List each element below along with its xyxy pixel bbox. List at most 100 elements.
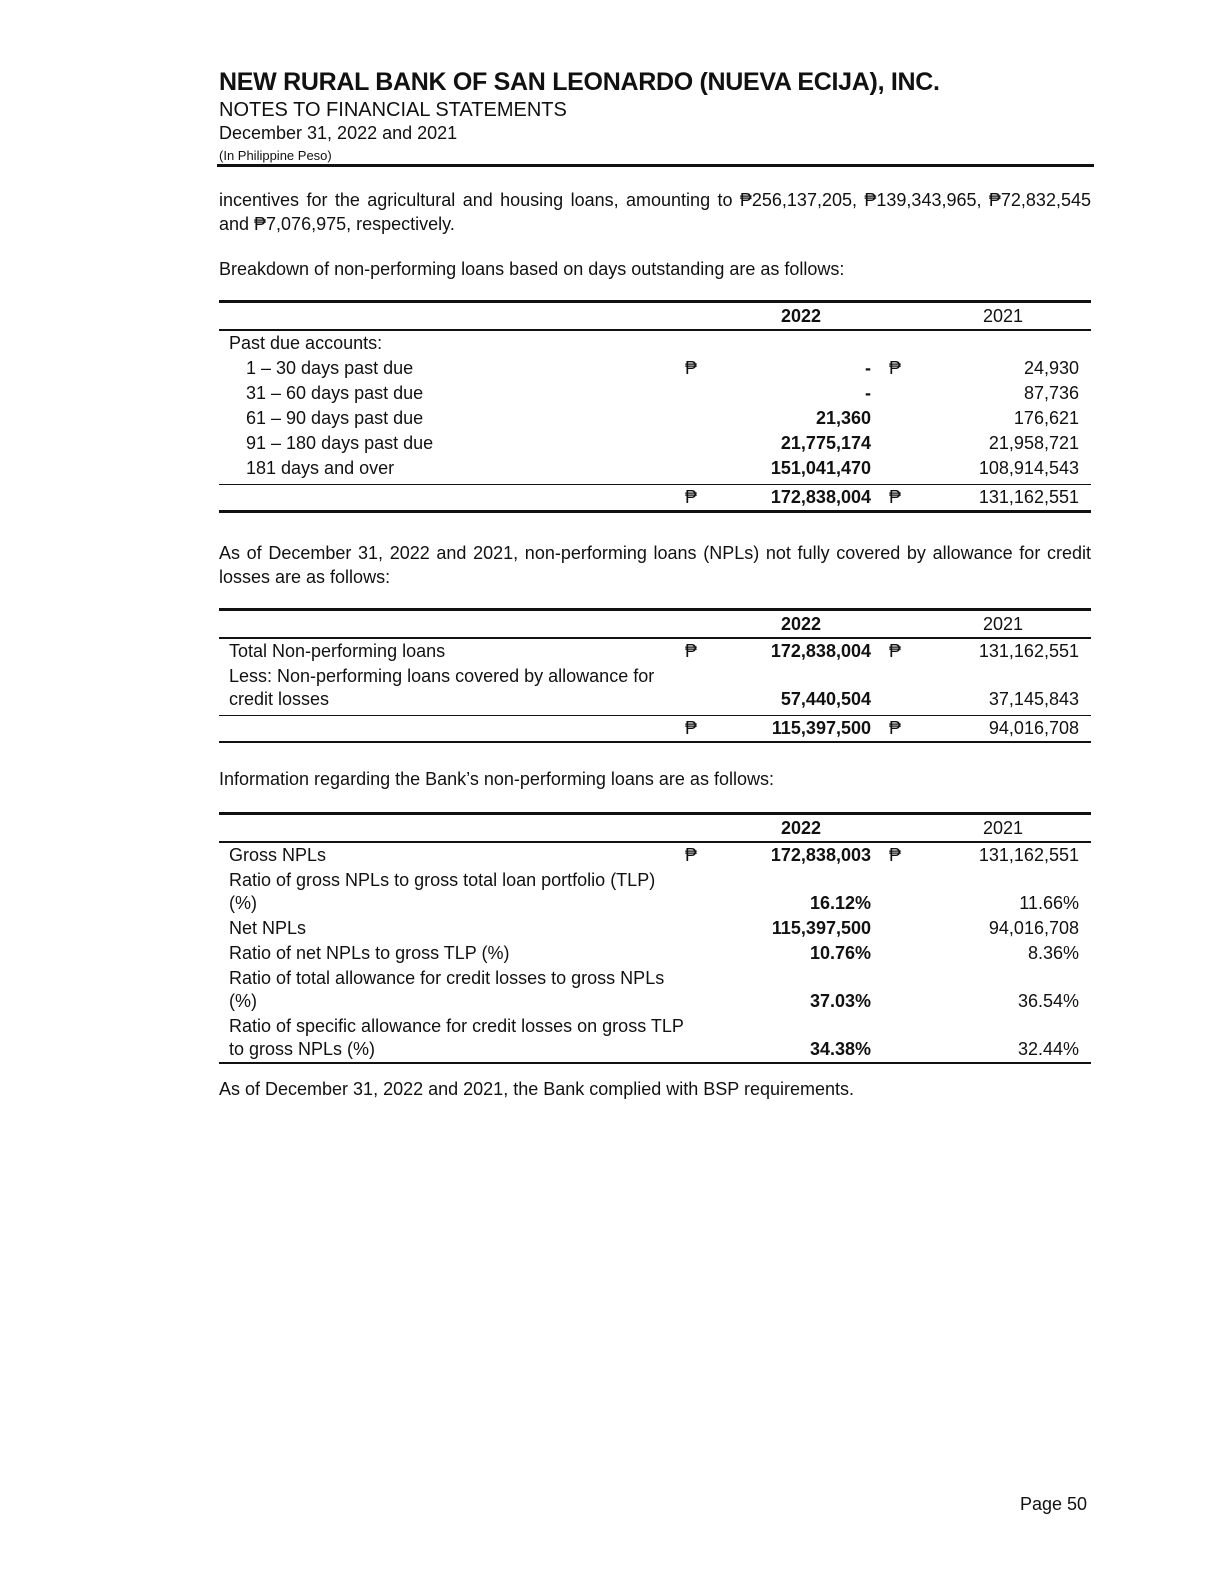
row-label: Ratio of specific allowance for credit l… [229, 1016, 684, 1059]
npl-coverage-table: 2022 2021 Total Non-performing loans ₱ 172,8… [219, 608, 1091, 743]
table-rule [219, 741, 1091, 743]
table-rule [219, 1062, 1091, 1064]
table-rule [219, 329, 1091, 331]
paragraph-bsp-compliance: As of December 31, 2022 and 2021, the Ba… [219, 1079, 855, 1099]
value-2021: 176,621 [1013, 408, 1079, 428]
value-2022: 10.76% [809, 943, 871, 963]
row-label: Ratio of net NPLs to gross TLP (%) [229, 943, 510, 963]
peso-sign: ₱ [685, 358, 698, 378]
table-row: Ratio of gross NPLs to gross total loan … [219, 868, 1091, 916]
table-row: Gross NPLs ₱ 172,838,003 ₱ 131,162,551 [219, 843, 1091, 868]
company-name: NEW RURAL BANK OF SAN LEONARDO (NUEVA EC… [219, 68, 940, 96]
statement-date: December 31, 2022 and 2021 [219, 123, 458, 143]
row-label: Ratio of gross NPLs to gross total loan … [229, 870, 656, 913]
value-2021: 87,736 [1023, 383, 1079, 403]
row-label: 61 – 90 days past due [246, 408, 424, 428]
value-2021: 24,930 [1023, 358, 1079, 378]
row-label: 91 – 180 days past due [246, 433, 434, 453]
peso-sign: ₱ [889, 358, 902, 378]
peso-sign: ₱ [889, 845, 902, 865]
value-2021: 37,145,843 [988, 689, 1079, 709]
table-row: 91 – 180 days past due 21,775,174 21,958,7… [219, 431, 1091, 456]
statement-title: NOTES TO FINANCIAL STATEMENTS [219, 99, 567, 121]
year-2021-header: 2021 [982, 614, 1023, 634]
year-2021-header: 2021 [982, 818, 1023, 838]
value-2021: 32.44% [1017, 1039, 1079, 1059]
paragraph-incentives: incentives for the agricultural and hous… [219, 190, 1091, 234]
year-2022-header: 2022 [780, 818, 821, 838]
table-row: 1 – 30 days past due ₱ - ₱ 24,930 [219, 356, 1091, 381]
value-2022: 115,397,500 [771, 718, 871, 738]
table-rule [219, 484, 1091, 485]
row-label: Total Non-performing loans [229, 641, 446, 661]
year-2022-header: 2022 [780, 306, 821, 326]
table-header-row: 2022 2021 [219, 815, 1091, 841]
table-rule [219, 841, 1091, 843]
table-rule [219, 510, 1091, 513]
peso-sign: ₱ [685, 718, 698, 738]
table-row: 31 – 60 days past due - 87,736 [219, 381, 1091, 406]
table-row: Past due accounts: [219, 331, 1091, 356]
row-label: 181 days and over [246, 458, 395, 478]
table-row: 61 – 90 days past due 21,360 176,621 [219, 406, 1091, 431]
table-row: Total Non-performing loans ₱ 172,838,004 ₱ 1… [219, 639, 1091, 664]
peso-sign: ₱ [685, 641, 698, 661]
value-2022: 21,360 [815, 408, 871, 428]
row-label: Ratio of total allowance for credit loss… [229, 968, 665, 1011]
value-2022: 172,838,003 [770, 845, 871, 865]
table-row: Ratio of specific allowance for credit l… [219, 1014, 1091, 1062]
value-2021: 11.66% [1019, 893, 1079, 913]
row-label: 31 – 60 days past due [246, 383, 424, 403]
value-2022: 172,838,004 [770, 487, 871, 507]
value-2022: - [865, 383, 871, 403]
table-header-row: 2022 2021 [219, 303, 1091, 329]
year-2022-header: 2022 [780, 614, 821, 634]
total-row: ₱ 115,397,500 ₱ 94,016,708 [219, 716, 1091, 741]
page-number: Page 50 [1020, 1494, 1088, 1514]
value-2022: 16.12% [809, 893, 871, 913]
value-2022: 37.03% [809, 991, 871, 1011]
row-label: Less: Non-performing loans covered by al… [229, 666, 655, 709]
value-2021: 21,958,721 [988, 433, 1079, 453]
value-2021: 131,162,551 [978, 487, 1079, 507]
table-rule [219, 637, 1091, 639]
value-2022: - [865, 358, 871, 378]
npl-days-outstanding-table: 2022 2021 Past due accounts: 1 – 30 days pa… [219, 300, 1091, 513]
paragraph-npl-info-intro: Information regarding the Bank’s non-per… [219, 769, 774, 789]
value-2021: 108,914,543 [978, 458, 1079, 478]
row-label: Net NPLs [229, 918, 307, 938]
paragraph-breakdown-intro: Breakdown of non-performing loans based … [219, 259, 845, 279]
value-2021: 36.54% [1017, 991, 1079, 1011]
value-2021: 131,162,551 [978, 845, 1079, 865]
value-2022: 57,440,504 [780, 689, 871, 709]
table-rule [219, 715, 1091, 716]
value-2022: 172,838,004 [770, 641, 871, 661]
npl-ratios-table: 2022 2021 Gross NPLs ₱ 172,838,003 ₱ 131,162,5… [219, 812, 1091, 1064]
row-label: 1 – 30 days past due [246, 358, 414, 378]
header-divider [217, 164, 1094, 167]
table-rule [219, 300, 1091, 303]
table-rule [219, 608, 1091, 611]
total-row: ₱ 172,838,004 ₱ 131,162,551 [219, 485, 1091, 510]
table-row: Ratio of net NPLs to gross TLP (%) 10.76%… [219, 941, 1091, 966]
row-label: Past due accounts: [229, 333, 383, 353]
value-2021: 131,162,551 [978, 641, 1079, 661]
table-row: Less: Non-performing loans covered by al… [219, 664, 1091, 712]
value-2022: 151,041,470 [770, 458, 871, 478]
value-2021: 94,016,708 [988, 718, 1079, 738]
value-2021: 8.36% [1027, 943, 1079, 963]
year-2021-header: 2021 [982, 306, 1023, 326]
value-2022: 34.38% [809, 1039, 871, 1059]
row-label: Gross NPLs [229, 845, 327, 865]
peso-sign: ₱ [685, 845, 698, 865]
value-2022: 115,397,500 [771, 918, 871, 938]
table-header-row: 2022 2021 [219, 611, 1091, 637]
value-2022: 21,775,174 [780, 433, 871, 453]
currency-unit: (In Philippine Peso) [219, 148, 332, 163]
table-rule [219, 812, 1091, 815]
peso-sign: ₱ [889, 641, 902, 661]
peso-sign: ₱ [685, 487, 698, 507]
table-row: Ratio of total allowance for credit loss… [219, 966, 1091, 1014]
table-row: 181 days and over 151,041,470 108,914,543 [219, 456, 1091, 481]
